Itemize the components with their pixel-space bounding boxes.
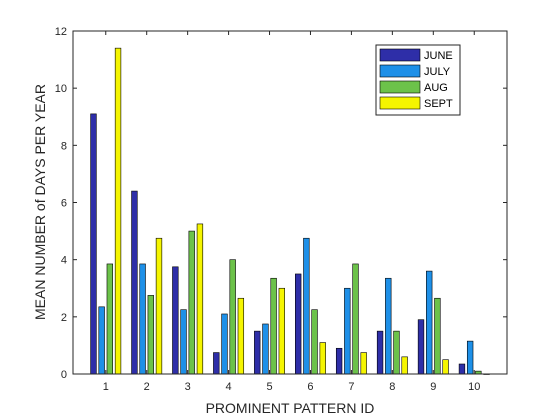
- bar-june-1: [90, 113, 97, 375]
- x-axis-label: PROMINENT PATTERN ID: [206, 400, 375, 416]
- bar-july-10: [466, 340, 474, 375]
- bar-june-3: [172, 266, 179, 375]
- bar-june-6: [295, 273, 302, 375]
- bar-sept-5: [278, 287, 285, 375]
- bar-sept-8: [401, 356, 408, 375]
- x-tick-label: 4: [226, 381, 232, 393]
- bar-aug-3: [188, 230, 195, 375]
- legend: JUNE JULY AUG SEPT: [375, 44, 461, 116]
- x-tick-label: 5: [266, 381, 272, 393]
- x-tick-label: 7: [348, 381, 354, 393]
- bar-aug-6: [311, 309, 318, 375]
- bar-sept-9: [442, 359, 449, 375]
- legend-swatch-june: [379, 48, 421, 62]
- y-tick-label: 8: [61, 140, 67, 152]
- bar-june-8: [376, 330, 384, 375]
- bar-june-4: [213, 352, 220, 375]
- bar-june-2: [131, 190, 138, 375]
- legend-label-aug: AUG: [424, 82, 448, 94]
- bar-july-8: [385, 277, 392, 375]
- bar-july-1: [98, 306, 105, 375]
- bar-sept-3: [196, 223, 204, 375]
- bar-july-7: [344, 287, 351, 375]
- bar-aug-9: [434, 297, 441, 375]
- bar-june-10: [458, 363, 466, 375]
- bar-aug-8: [393, 330, 400, 375]
- bar-july-6: [303, 237, 310, 375]
- x-tick-label: 9: [430, 381, 436, 393]
- x-tick-label: 10: [468, 381, 480, 393]
- y-axis-label: MEAN NUMBER of DAYS PER YEAR: [32, 84, 48, 320]
- x-tick-label: 1: [103, 381, 109, 393]
- bar-sept-1: [114, 47, 122, 375]
- bar-july-9: [426, 270, 433, 375]
- bar-july-4: [221, 313, 228, 375]
- legend-swatch-aug: [379, 80, 421, 94]
- bar-sept-6: [319, 342, 326, 375]
- y-tick-label: 12: [55, 26, 67, 38]
- bar-aug-5: [270, 277, 277, 375]
- y-tick-label: 4: [61, 255, 67, 267]
- bar-june-9: [417, 319, 425, 375]
- bar-june-5: [254, 330, 261, 375]
- bar-sept-4: [237, 297, 245, 375]
- y-tick-label: 10: [55, 83, 67, 95]
- bar-june-7: [335, 347, 343, 375]
- legend-label-june: JUNE: [424, 50, 453, 62]
- bar-sept-7: [360, 352, 367, 375]
- x-tick-label: 8: [389, 381, 395, 393]
- legend-label-july: JULY: [424, 66, 451, 78]
- bar-aug-7: [352, 263, 359, 375]
- legend-swatch-sept: [379, 96, 421, 110]
- bar-july-3: [180, 309, 187, 375]
- bar-aug-4: [229, 259, 236, 375]
- legend-swatch-july: [379, 64, 421, 78]
- bar-aug-2: [147, 295, 154, 375]
- bar-july-2: [139, 263, 146, 375]
- y-tick-label: 6: [61, 198, 67, 210]
- legend-label-sept: SEPT: [424, 98, 453, 110]
- x-tick-label: 3: [185, 381, 191, 393]
- x-tick-label: 2: [144, 381, 150, 393]
- y-tick-label: 0: [61, 369, 67, 381]
- bar-july-5: [262, 323, 269, 375]
- bar-aug-1: [106, 263, 114, 375]
- bar-sept-2: [155, 237, 163, 375]
- x-tick-label: 6: [307, 381, 313, 393]
- y-tick-label: 2: [61, 312, 67, 324]
